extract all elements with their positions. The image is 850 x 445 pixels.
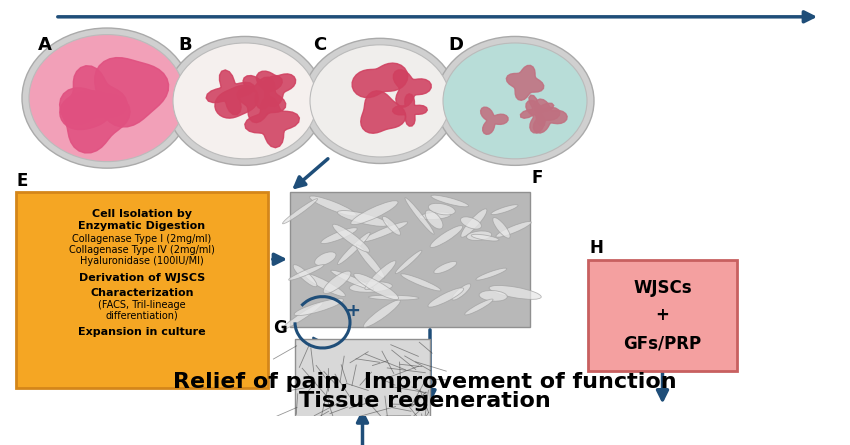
Ellipse shape (395, 251, 422, 274)
Ellipse shape (452, 284, 471, 300)
Ellipse shape (436, 36, 594, 166)
Ellipse shape (22, 28, 192, 168)
Ellipse shape (476, 268, 507, 280)
Text: E: E (16, 172, 27, 190)
Polygon shape (533, 99, 567, 133)
Polygon shape (507, 65, 544, 100)
Ellipse shape (304, 273, 345, 296)
Ellipse shape (428, 203, 456, 215)
Ellipse shape (467, 231, 491, 240)
Polygon shape (520, 95, 553, 126)
Ellipse shape (293, 265, 317, 287)
Ellipse shape (349, 282, 393, 292)
Polygon shape (60, 88, 130, 153)
Text: Characterization: Characterization (90, 288, 194, 298)
Text: F: F (532, 169, 543, 187)
Text: +: + (345, 302, 360, 320)
Text: C: C (313, 36, 326, 53)
Polygon shape (243, 76, 282, 109)
FancyBboxPatch shape (588, 260, 737, 371)
Ellipse shape (401, 274, 441, 291)
Polygon shape (207, 70, 254, 115)
Text: Hyaluronidase (100IU/MI): Hyaluronidase (100IU/MI) (80, 256, 204, 266)
Text: H: H (590, 239, 604, 257)
Text: D: D (448, 36, 463, 53)
Ellipse shape (461, 217, 481, 229)
Text: Collagenase Type IV (2mg/ml): Collagenase Type IV (2mg/ml) (69, 245, 215, 255)
Ellipse shape (431, 195, 468, 207)
Ellipse shape (351, 201, 398, 225)
Polygon shape (526, 100, 560, 133)
Ellipse shape (354, 273, 399, 299)
FancyBboxPatch shape (16, 192, 268, 388)
Ellipse shape (382, 216, 400, 235)
Polygon shape (480, 107, 508, 134)
Text: Cell Isolation by: Cell Isolation by (92, 209, 192, 219)
Polygon shape (257, 71, 296, 106)
Ellipse shape (294, 299, 343, 316)
Ellipse shape (282, 198, 318, 224)
Ellipse shape (337, 210, 388, 227)
Ellipse shape (405, 198, 434, 234)
Text: Expansion in culture: Expansion in culture (78, 327, 206, 337)
Text: B: B (178, 36, 191, 53)
Bar (295, 339, 430, 445)
Polygon shape (394, 70, 431, 107)
Polygon shape (352, 63, 408, 97)
Ellipse shape (493, 218, 510, 238)
Ellipse shape (430, 226, 462, 247)
Text: Relief of pain,  Improvement of function: Relief of pain, Improvement of function (173, 372, 677, 392)
Polygon shape (360, 91, 405, 133)
Polygon shape (60, 91, 112, 129)
Ellipse shape (491, 205, 518, 214)
Ellipse shape (166, 36, 324, 166)
Ellipse shape (443, 43, 587, 159)
Ellipse shape (337, 232, 370, 264)
Ellipse shape (489, 286, 541, 299)
Polygon shape (64, 66, 128, 124)
Ellipse shape (331, 270, 374, 290)
Ellipse shape (310, 45, 450, 157)
Text: Derivation of WJSCS: Derivation of WJSCS (79, 273, 205, 283)
Ellipse shape (323, 271, 351, 293)
Polygon shape (237, 77, 286, 123)
Ellipse shape (365, 261, 396, 290)
Ellipse shape (362, 222, 408, 242)
Ellipse shape (461, 209, 487, 237)
Ellipse shape (428, 288, 464, 307)
Polygon shape (245, 97, 299, 148)
Polygon shape (393, 94, 428, 126)
Ellipse shape (29, 35, 185, 162)
Polygon shape (94, 58, 168, 127)
Ellipse shape (309, 196, 356, 216)
Ellipse shape (465, 299, 493, 315)
Ellipse shape (356, 245, 385, 278)
Ellipse shape (332, 224, 370, 252)
Ellipse shape (496, 222, 531, 237)
Ellipse shape (303, 38, 457, 163)
Ellipse shape (369, 295, 419, 300)
Ellipse shape (479, 291, 507, 301)
Text: A: A (38, 36, 52, 53)
Ellipse shape (434, 262, 456, 274)
Text: Collagenase Type I (2mg/ml): Collagenase Type I (2mg/ml) (72, 234, 212, 243)
Bar (290, 191, 530, 327)
Ellipse shape (419, 212, 451, 219)
Text: WJSCs
+
GFs/PRP: WJSCs + GFs/PRP (623, 279, 701, 352)
Text: Enzymatic Digestion: Enzymatic Digestion (78, 222, 206, 231)
Ellipse shape (471, 235, 499, 241)
Ellipse shape (314, 252, 336, 266)
Ellipse shape (289, 265, 324, 280)
Ellipse shape (425, 210, 443, 229)
Ellipse shape (364, 300, 400, 327)
Text: Tissue regeneration: Tissue regeneration (299, 391, 551, 411)
Ellipse shape (321, 228, 357, 243)
Ellipse shape (173, 43, 317, 159)
Text: (FACS, Tril-lineage: (FACS, Tril-lineage (99, 300, 186, 310)
Text: G: G (273, 319, 286, 337)
Text: differentiation): differentiation) (105, 310, 178, 320)
Ellipse shape (282, 303, 323, 329)
Polygon shape (215, 85, 258, 118)
